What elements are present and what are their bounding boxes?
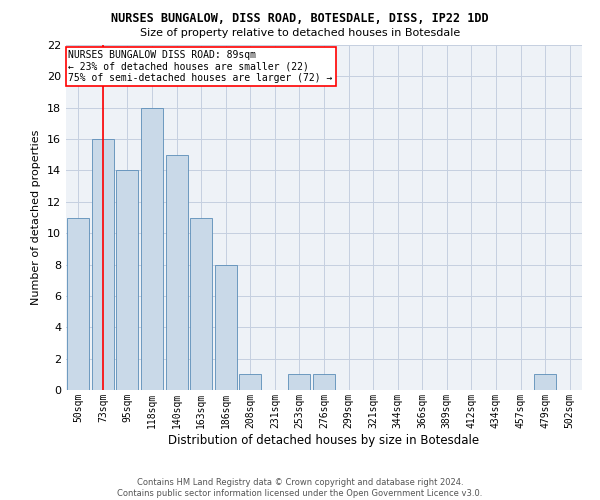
Bar xyxy=(67,218,89,390)
Text: NURSES BUNGALOW DISS ROAD: 89sqm
← 23% of detached houses are smaller (22)
75% o: NURSES BUNGALOW DISS ROAD: 89sqm ← 23% o… xyxy=(68,50,333,83)
Y-axis label: Number of detached properties: Number of detached properties xyxy=(31,130,41,305)
Bar xyxy=(166,155,188,390)
Bar xyxy=(190,218,212,390)
Bar xyxy=(215,264,237,390)
Bar xyxy=(141,108,163,390)
Bar xyxy=(92,139,114,390)
Bar xyxy=(239,374,262,390)
Bar xyxy=(289,374,310,390)
Bar xyxy=(313,374,335,390)
Text: NURSES BUNGALOW, DISS ROAD, BOTESDALE, DISS, IP22 1DD: NURSES BUNGALOW, DISS ROAD, BOTESDALE, D… xyxy=(111,12,489,26)
Text: Size of property relative to detached houses in Botesdale: Size of property relative to detached ho… xyxy=(140,28,460,38)
Bar xyxy=(116,170,139,390)
Bar xyxy=(534,374,556,390)
Text: Contains HM Land Registry data © Crown copyright and database right 2024.
Contai: Contains HM Land Registry data © Crown c… xyxy=(118,478,482,498)
X-axis label: Distribution of detached houses by size in Botesdale: Distribution of detached houses by size … xyxy=(169,434,479,446)
